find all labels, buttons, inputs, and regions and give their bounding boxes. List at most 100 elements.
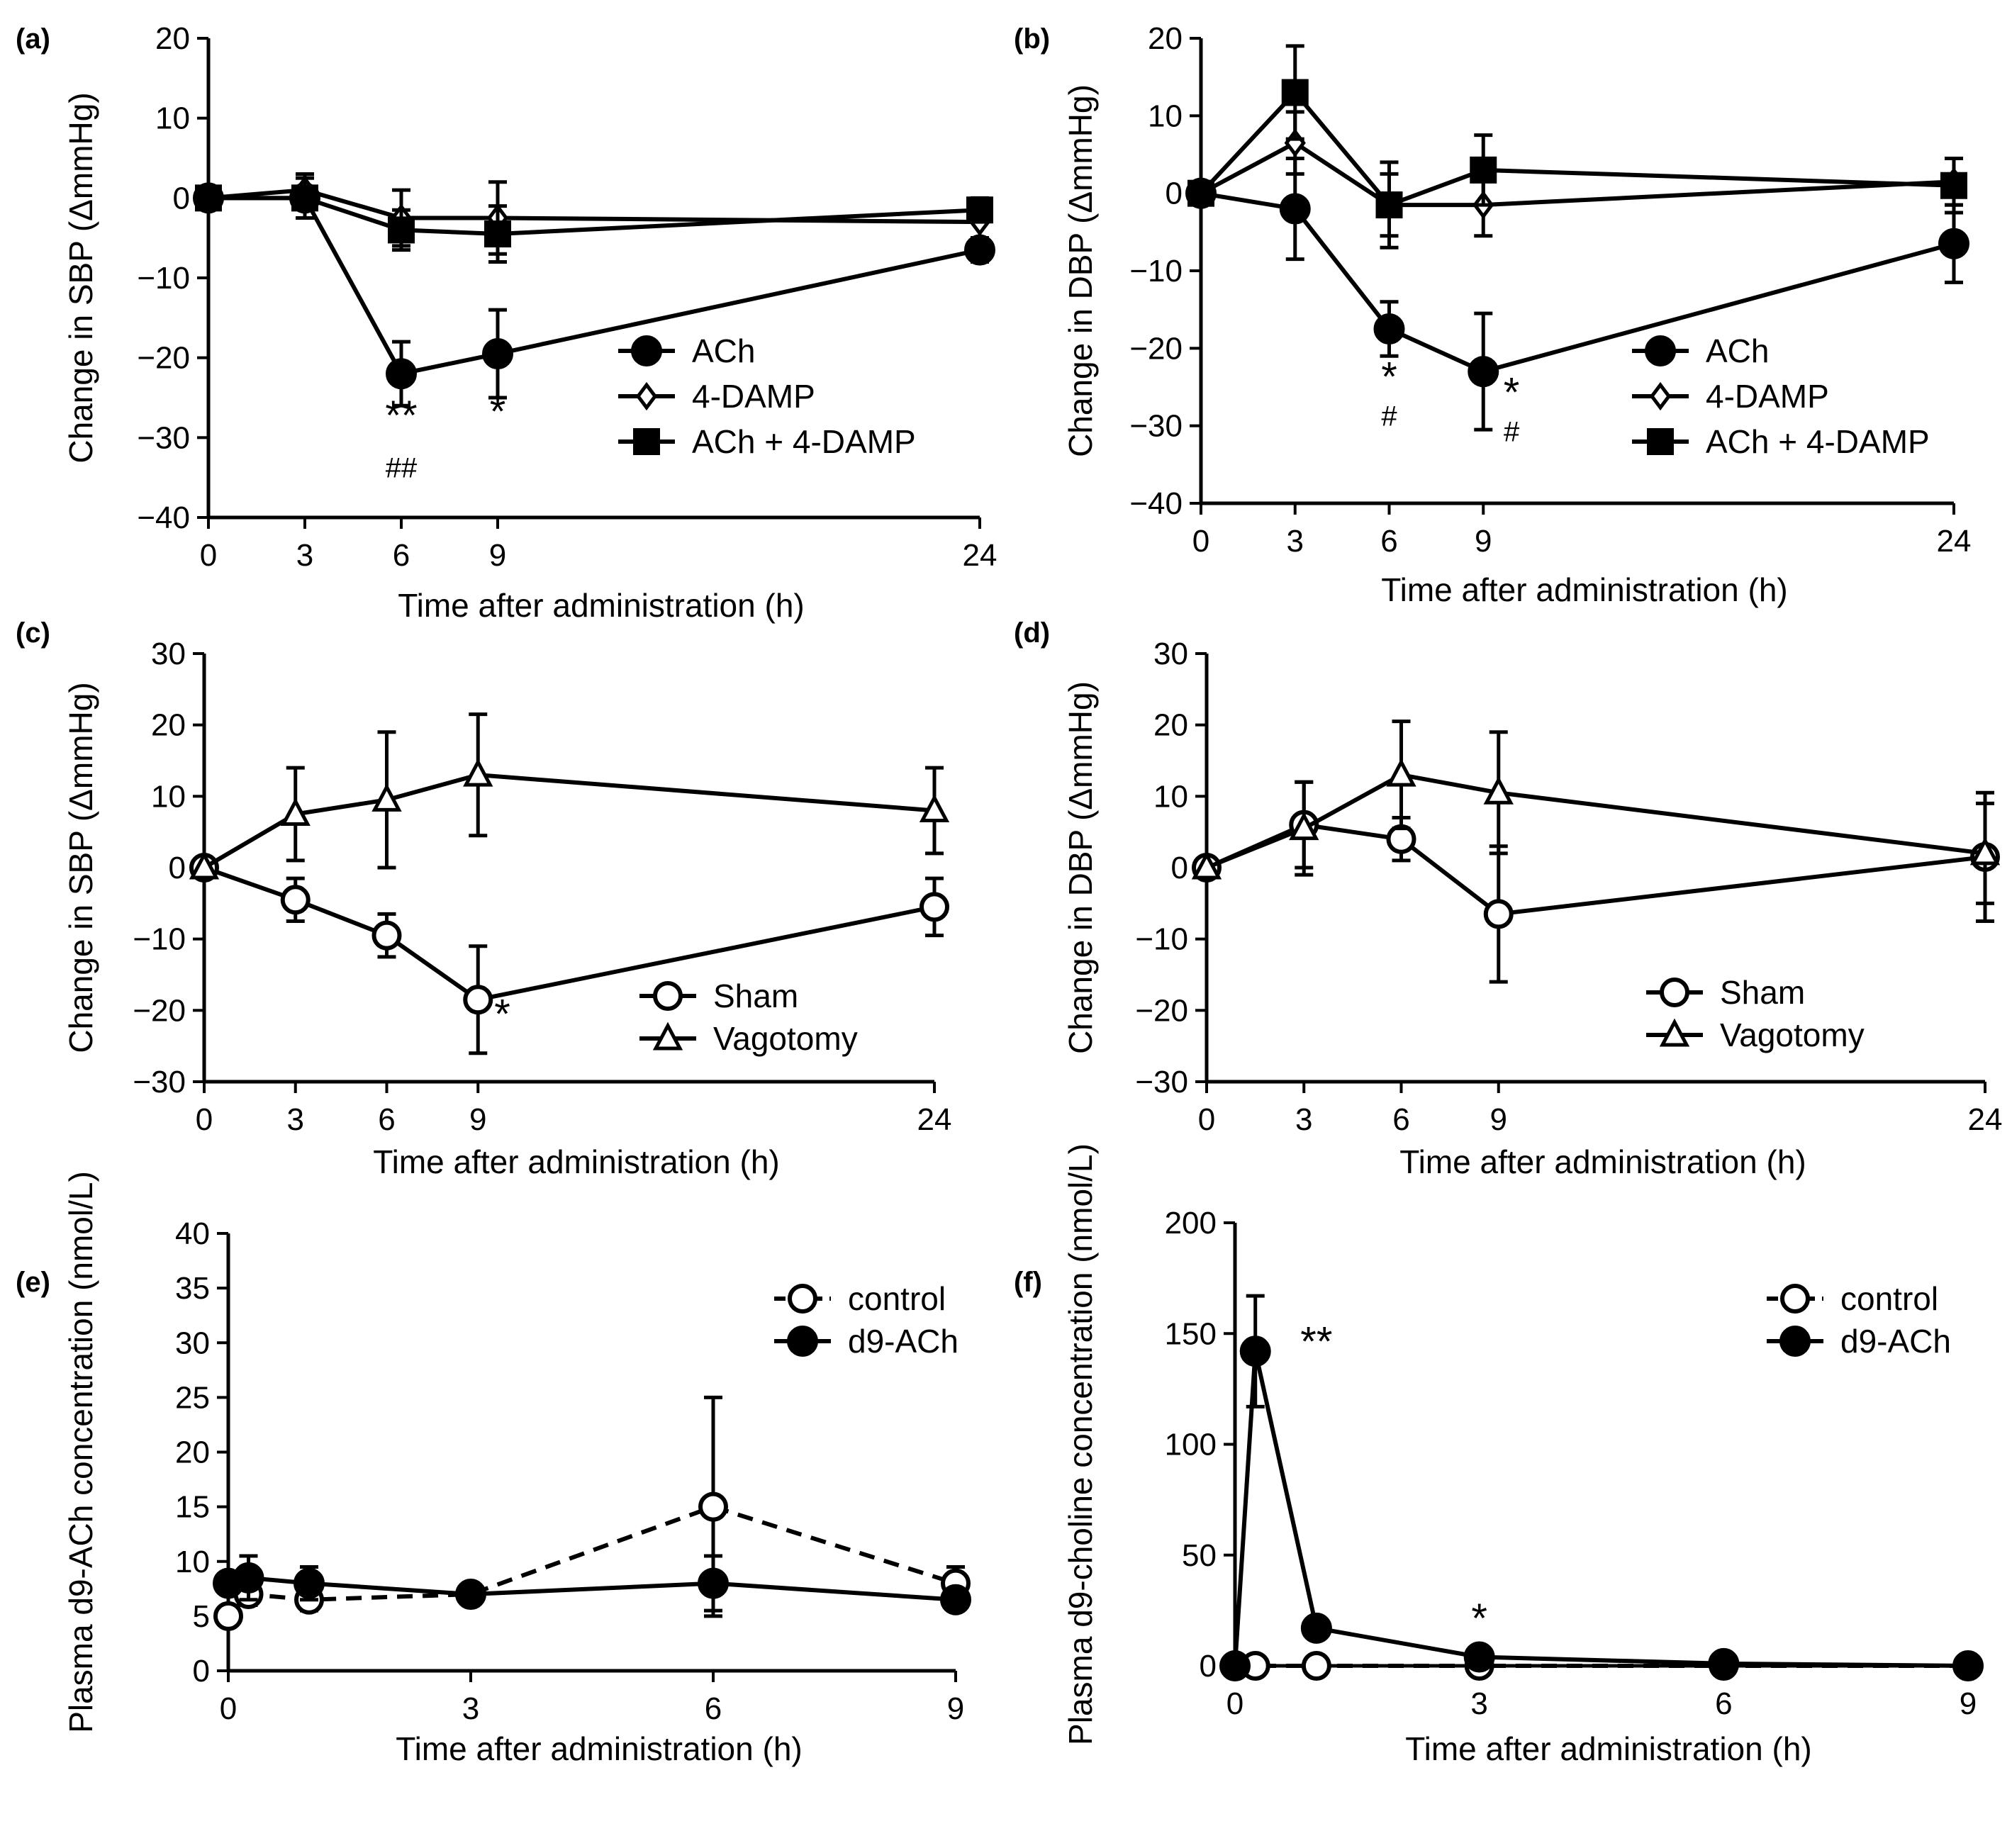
y-tick-label: −40 xyxy=(1129,486,1183,521)
y-tick-label: −30 xyxy=(1135,1065,1188,1099)
chart-panel-f: (f) 200 150 100 50 00 3 6 9 Time after administra… xyxy=(1014,1143,1984,1767)
x-tick-label: 3 xyxy=(1295,1102,1312,1137)
data-point xyxy=(294,1567,325,1599)
data-point xyxy=(213,1601,243,1631)
x-tick-label: 6 xyxy=(393,538,410,573)
y-tick-label: 40 xyxy=(175,1216,210,1251)
legend-label: Vagotomy xyxy=(713,1020,858,1057)
y-tick-label: 0 xyxy=(173,181,190,215)
data-point xyxy=(1281,79,1309,106)
significance-mark: ** xyxy=(1300,1319,1332,1365)
panel-label: (d) xyxy=(1014,617,1050,649)
chart-panel-d: (d) 30 20 10 0 −10 −20 −30 0 3 6 9 24 Time after admi… xyxy=(1014,617,2002,1180)
significance-mark: * xyxy=(1471,1596,1487,1642)
legend-marker xyxy=(1647,428,1674,455)
data-point xyxy=(1938,228,1969,259)
series-d9-ACh xyxy=(213,1554,971,1615)
x-axis-label: Time after administration (h) xyxy=(373,1143,779,1180)
significance-mark: * xyxy=(1381,354,1397,400)
y-tick-label: −10 xyxy=(133,922,186,957)
panel-label: (e) xyxy=(16,1267,50,1298)
y-tick-label: 25 xyxy=(175,1380,210,1415)
y-tick-label: 0 xyxy=(169,851,186,885)
series-Vagotomy xyxy=(189,712,950,880)
data-point xyxy=(371,920,402,951)
data-point xyxy=(484,220,511,248)
y-axis-label: Change in DBP (ΔmmHg) xyxy=(1062,84,1099,457)
x-tick-label: 6 xyxy=(1392,1102,1409,1137)
data-point xyxy=(386,358,417,390)
data-point xyxy=(1279,193,1311,225)
x-tick-label: 24 xyxy=(963,538,997,573)
y-tick-label: 5 xyxy=(193,1599,210,1634)
data-point xyxy=(698,1567,729,1599)
y-tick-label: 50 xyxy=(1182,1538,1217,1573)
legend-marker xyxy=(1779,1326,1811,1357)
x-tick-label: 3 xyxy=(296,538,313,573)
data-point xyxy=(1969,836,2001,866)
series-d9-ACh xyxy=(1219,1294,1984,1681)
y-tick-label: −30 xyxy=(133,1065,186,1099)
x-tick-label: 0 xyxy=(200,538,217,573)
y-axis-label: Plasma d9-ACh concentration (nmol/L) xyxy=(62,1171,99,1733)
legend: Sham Vagotomy xyxy=(639,978,858,1057)
y-tick-label: 10 xyxy=(1148,99,1183,133)
legend-marker xyxy=(1649,381,1672,411)
y-tick-label: 10 xyxy=(175,1545,210,1579)
data-point xyxy=(1375,191,1403,219)
y-tick-label: 0 xyxy=(193,1654,210,1689)
x-axis-label: Time after administration (h) xyxy=(1405,1730,1811,1767)
significance-mark: ## xyxy=(386,453,418,484)
data-point xyxy=(1483,899,1514,929)
data-point xyxy=(1483,775,1514,805)
significance-mark: * xyxy=(1504,369,1520,415)
y-tick-label: −10 xyxy=(1129,254,1183,289)
x-tick-label: 6 xyxy=(378,1102,395,1137)
x-tick-label: 24 xyxy=(917,1102,952,1137)
panel-label: (a) xyxy=(16,23,50,55)
data-point xyxy=(463,758,493,787)
data-point xyxy=(291,184,318,212)
legend-label: ACh + 4-DAMP xyxy=(1706,423,1930,460)
legend-marker xyxy=(633,428,660,455)
y-axis-label: Plasma d9-choline concentration (nmol/L) xyxy=(1062,1143,1099,1745)
y-tick-label: 0 xyxy=(1171,851,1188,885)
legend-label: d9-ACh xyxy=(1840,1323,1951,1360)
legend-label: d9-ACh xyxy=(848,1323,959,1360)
data-point xyxy=(1219,1650,1251,1681)
legend-marker xyxy=(631,335,662,366)
y-tick-label: 10 xyxy=(1153,779,1188,814)
legend-marker xyxy=(652,1021,683,1051)
legend-marker xyxy=(1645,335,1676,366)
data-point xyxy=(1940,172,1967,199)
panel-label: (f) xyxy=(1014,1267,1042,1298)
x-tick-label: 0 xyxy=(1198,1102,1215,1137)
series-Vagotomy xyxy=(1191,719,2001,905)
y-axis-label: Change in SBP (ΔmmHg) xyxy=(62,92,99,463)
legend: ACh 4-DAMP ACh + 4-DAMP xyxy=(618,332,916,460)
legend-label: ACh xyxy=(692,332,755,369)
data-point xyxy=(189,851,220,880)
significance-mark: ** xyxy=(385,393,417,439)
data-point xyxy=(371,783,402,812)
data-point xyxy=(1952,1650,1984,1681)
legend-marker xyxy=(653,981,683,1011)
y-tick-label: −40 xyxy=(137,500,190,535)
x-tick-label: 24 xyxy=(1937,524,1972,559)
data-point xyxy=(280,885,311,915)
y-tick-label: −20 xyxy=(133,993,186,1028)
legend-label: control xyxy=(848,1280,946,1317)
data-point xyxy=(195,184,222,212)
data-point xyxy=(1301,1651,1331,1681)
x-tick-label: 9 xyxy=(489,538,506,573)
y-tick-label: 200 xyxy=(1165,1206,1217,1241)
legend-marker xyxy=(787,1326,818,1357)
y-tick-label: 0 xyxy=(1200,1649,1217,1684)
x-tick-label: 0 xyxy=(220,1691,237,1726)
y-tick-label: 20 xyxy=(155,21,190,56)
significance-mark: * xyxy=(494,992,510,1038)
chart-panel-e: (e) 40 35 30 25 20 15 10 5 00 3 6 9 Time after admini… xyxy=(16,1171,971,1767)
legend: control d9-ACh xyxy=(774,1280,959,1360)
y-tick-label: −20 xyxy=(1129,331,1183,366)
